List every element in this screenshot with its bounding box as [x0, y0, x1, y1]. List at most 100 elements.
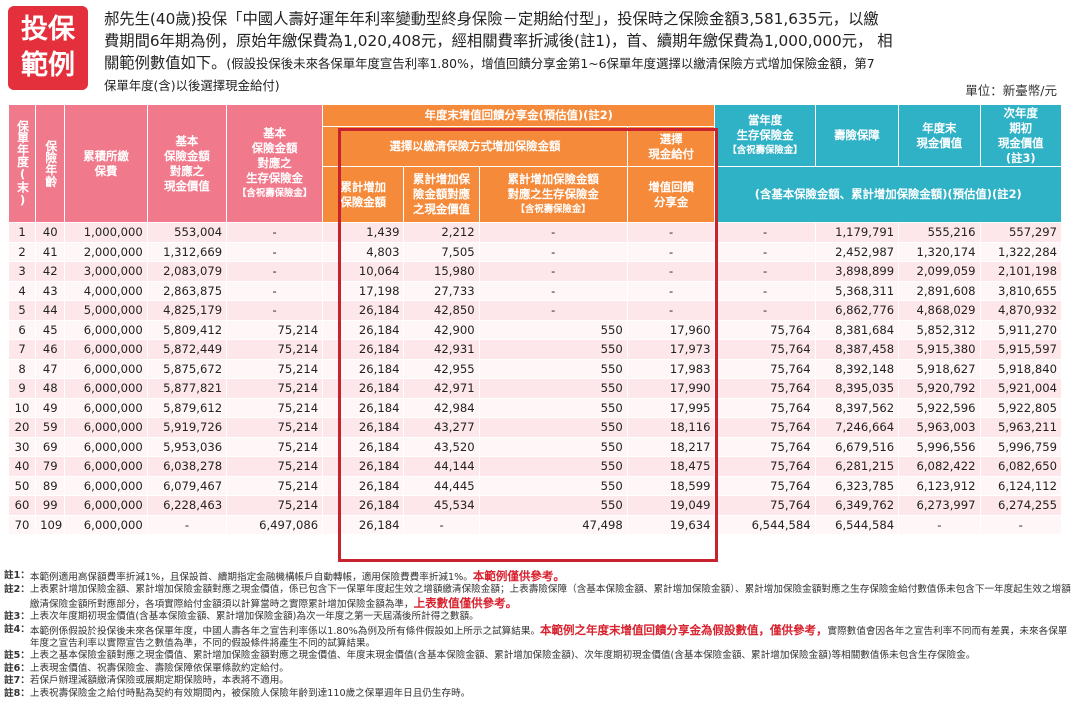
table-cell: 5,918,840 [979, 358, 1063, 379]
table-cell: 5,809,412 [146, 319, 228, 340]
table-cell: 2,891,608 [898, 280, 981, 301]
table-cell: 3,000,000 [64, 261, 148, 282]
table-cell: - [714, 222, 816, 243]
table-cell: 44,144 [403, 456, 480, 477]
table-cell: 1,320,174 [898, 241, 981, 262]
footnote-text: 本範例適用高保額費率折減1%，且保設首、續期指定金融機構帳戶自動轉帳，適用保險費… [30, 570, 1074, 584]
table-cell: 5,875,672 [146, 358, 228, 379]
table-cell: 5,000,000 [64, 300, 148, 321]
table-cell: - [626, 280, 716, 301]
table-cell: 550 [478, 436, 628, 457]
table-cell: 6,082,650 [979, 456, 1063, 477]
table-cell: 4,868,029 [898, 300, 981, 321]
table-cell: 8,381,684 [814, 319, 900, 340]
table-cell: 75,764 [714, 358, 816, 379]
table-cell: 40 [35, 222, 66, 243]
table-cell: 26,184 [322, 417, 405, 438]
table-cell: - [146, 514, 228, 535]
table-cell: 7,505 [403, 241, 480, 262]
table-cell: 75,214 [226, 436, 324, 457]
footnote-text: 若保戶辦理減額繳清保險或展期定期保險時，本表將不適用。 [30, 675, 1074, 687]
table-cell: 75,214 [226, 495, 324, 516]
table-cell: 89 [35, 475, 66, 496]
table-cell: 5,963,003 [898, 417, 981, 438]
table-cell: 557,297 [979, 222, 1063, 243]
footnote-label: 註3： [4, 611, 30, 623]
table-cell: 6,038,278 [146, 456, 228, 477]
table-cell: 2,099,059 [898, 261, 981, 282]
table-cell: 4,803 [322, 241, 405, 262]
table-cell: 75,214 [226, 475, 324, 496]
table-cell: 2,083,079 [146, 261, 228, 282]
table-cell: 70 [7, 514, 37, 535]
table-cell: 550 [478, 358, 628, 379]
header-policy-year: 保單年度(末) [7, 104, 37, 223]
badge-line1: 投保 [21, 14, 75, 45]
table-cell: 6,124,112 [979, 475, 1063, 496]
table-cell: 6,323,785 [814, 475, 900, 496]
table-cell: 26,184 [322, 300, 405, 321]
table-cell: 18,116 [626, 417, 716, 438]
intro-line2: 費期間6年期為例，原始年繳保費為1,020,408元，經相關費率折減後(註1)，… [104, 32, 893, 50]
table-cell: 46 [35, 339, 66, 360]
footnote-text: 上表現金價值、祝壽保險金、壽險保障依保單條款約定給付。 [30, 663, 1074, 675]
table-cell: 4,870,932 [979, 300, 1063, 321]
table-row: 50 89 6,000,000 6,079,467 75,214 26,184 44,445… [7, 475, 1063, 496]
footnote-label: 註8： [4, 687, 30, 699]
table-cell: 42 [35, 261, 66, 282]
table-cell: 550 [478, 319, 628, 340]
table-cell: 6,000,000 [64, 495, 148, 516]
table-cell: - [226, 300, 324, 321]
footnote-tail: 實際數值會因各年之宣告利率不同而有差異，未來各保單年度之宣告利率以實際宣告之數值… [29, 625, 1068, 650]
footnote-text: 上表次年度期初現金價值(含基本保險金額、累計增加保險金額)為次一年度之第一天屆滿… [30, 611, 1074, 623]
table-cell: 15,980 [403, 261, 480, 282]
table-cell: 48 [35, 378, 66, 399]
footnotes: 註1： 本範例適用高保額費率折減1%，且保設首、續期指定金融機構帳戶自動轉帳，適用… [4, 570, 1074, 700]
header-cum-increase: 累計增加 保險金額 [322, 166, 405, 223]
table-cell: - [478, 241, 628, 262]
table-cell: - [626, 261, 716, 282]
table-cell: 43,520 [403, 436, 480, 457]
table-row: 10 49 6,000,000 5,879,612 75,214 26,184 42,984… [7, 397, 1063, 418]
table-row: 40 79 6,000,000 6,038,278 75,214 26,184 44,144… [7, 456, 1063, 477]
table-cell: 550 [478, 397, 628, 418]
footnote-text: 上表累計增加保險金額、累計增加保險金額對應之現金價值，係已包含下一保單年度起生效… [30, 584, 1074, 611]
table-cell: - [626, 222, 716, 243]
table-cell: 8,397,562 [814, 397, 900, 418]
table-cell: - [226, 222, 324, 243]
table-cell: 1,179,791 [814, 222, 900, 243]
table-cell: 5,879,612 [146, 397, 228, 418]
table-cell: 40 [7, 456, 37, 477]
footnote-body: 上表次年度期初現金價值(含基本保險金額、累計增加保險金額)為次一年度之第一天屆滿… [29, 611, 479, 623]
table-cell: 47 [35, 358, 66, 379]
table-cell: 75,214 [226, 456, 324, 477]
table-cell: 5,953,036 [146, 436, 228, 457]
table-cell: 2,863,875 [146, 280, 228, 301]
table-cell: 69 [35, 436, 66, 457]
header-cum-increase-survival: 累計增加保險金額 對應之生存保險金 【含祝壽保險金】 [478, 166, 628, 223]
table-cell: 17,960 [626, 319, 716, 340]
table-cell: - [226, 280, 324, 301]
table-cell: 5,996,759 [979, 436, 1063, 457]
table-cell: 75,764 [714, 339, 816, 360]
table-cell: 42,971 [403, 378, 480, 399]
table-cell: 6,228,463 [146, 495, 228, 516]
table-cell: 5,918,627 [898, 358, 981, 379]
table-cell: 75,764 [714, 417, 816, 438]
footnote-body: 若保戶辦理減額繳清保險或展期定期保險時，本表將不適用。 [29, 675, 289, 687]
footnote-item: 註2： 上表累計增加保險金額、累計增加保險金額對應之現金價值，係已包含下一保單年度… [4, 584, 1074, 611]
table-cell: 8,392,148 [814, 358, 900, 379]
table-cell: 43,277 [403, 417, 480, 438]
table-cell: 44,445 [403, 475, 480, 496]
intro-line3a: 關範例數值如下。 [104, 54, 227, 72]
header-next-year-cash: 次年度 期初 現金價值 (註3) [979, 104, 1063, 167]
table-cell: 5,911,270 [979, 319, 1063, 340]
header-cash-option: 選擇 現金給付 [626, 126, 716, 167]
table-row: 20 59 6,000,000 5,919,726 75,214 26,184 43,277… [7, 417, 1063, 438]
header-bonus: 增值回饋 分享金 [626, 166, 716, 223]
table-cell: 555,216 [898, 222, 981, 243]
table-cell: 42,900 [403, 319, 480, 340]
table-cell: 5,922,596 [898, 397, 981, 418]
table-cell: 5,877,821 [146, 378, 228, 399]
table-cell: 550 [478, 339, 628, 360]
